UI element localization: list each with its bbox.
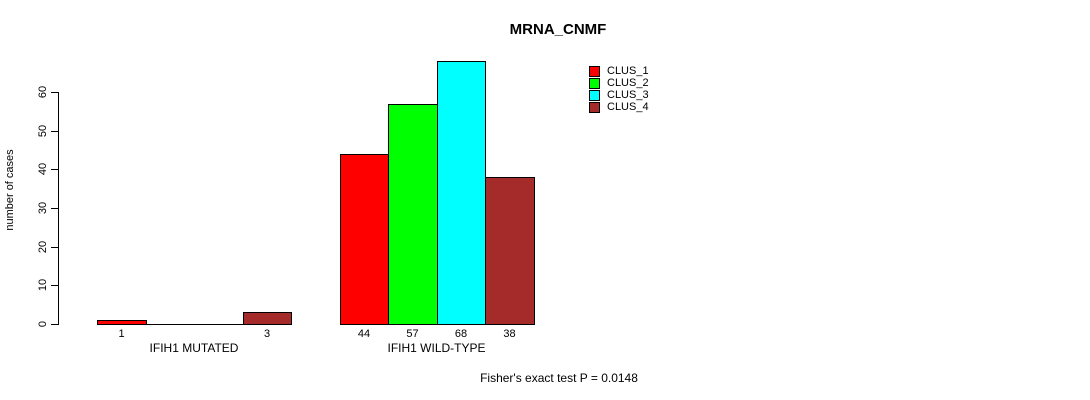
y-tick-mark-20 [51, 247, 58, 248]
legend-swatch-clus2 [589, 78, 600, 89]
y-tick-label-50: 50 [37, 124, 49, 138]
bar-value-CLUS_4-group1: 38 [503, 328, 516, 340]
legend-swatch-clus3 [589, 90, 600, 101]
bar-value-CLUS_3-group1: 68 [454, 328, 468, 340]
y-axis-label: number of cases [4, 149, 16, 231]
legend-item-clus2: CLUS_2 [589, 78, 649, 89]
y-tick-label-30: 30 [37, 201, 49, 215]
bar-value-CLUS_4-group0: 3 [263, 328, 271, 340]
x-group-label-1: IFIH1 WILD-TYPE [387, 341, 486, 355]
y-tick-mark-30 [51, 208, 58, 209]
y-tick-label-40: 40 [37, 162, 49, 176]
bar-value-CLUS_1-group1: 44 [357, 328, 371, 340]
bar-CLUS_4-group0 [243, 312, 292, 325]
bar-CLUS_4-group1 [485, 177, 535, 325]
x-baseline-0 [97, 324, 291, 325]
bar-value-CLUS_2-group1: 57 [406, 328, 419, 340]
y-tick-label-60: 60 [37, 85, 49, 99]
bar-value-CLUS_1-group0: 1 [118, 328, 125, 340]
legend: CLUS_1 CLUS_2 CLUS_3 CLUS_4 [589, 66, 649, 114]
x-group-label-0: IFIH1 MUTATED [149, 341, 239, 355]
legend-swatch-clus1 [589, 66, 600, 77]
legend-label-clus3: CLUS_3 [607, 89, 649, 101]
y-tick-mark-0 [51, 324, 58, 325]
bar-CLUS_1-group0 [97, 320, 147, 325]
legend-label-clus2: CLUS_2 [607, 77, 649, 89]
y-axis-line [58, 92, 59, 325]
y-tick-label-0: 0 [37, 320, 49, 328]
y-tick-mark-40 [51, 169, 58, 170]
bar-CLUS_1-group1 [340, 154, 389, 325]
fisher-test-annotation: Fisher's exact test P = 0.0148 [480, 371, 638, 385]
legend-item-clus1: CLUS_1 [589, 66, 649, 77]
chart-title: MRNA_CNMF [509, 21, 607, 38]
legend-item-clus4: CLUS_4 [589, 102, 649, 113]
legend-item-clus3: CLUS_3 [589, 90, 649, 101]
y-tick-mark-50 [51, 131, 58, 132]
y-tick-mark-10 [51, 285, 58, 286]
y-tick-mark-60 [51, 92, 58, 93]
bar-CLUS_2-group1 [388, 104, 438, 325]
legend-label-clus1: CLUS_1 [607, 65, 649, 77]
legend-label-clus4: CLUS_4 [607, 101, 649, 113]
bar-CLUS_3-group1 [437, 61, 486, 325]
y-tick-label-20: 20 [37, 240, 49, 254]
y-tick-label-10: 10 [37, 278, 49, 292]
legend-swatch-clus4 [589, 102, 600, 113]
